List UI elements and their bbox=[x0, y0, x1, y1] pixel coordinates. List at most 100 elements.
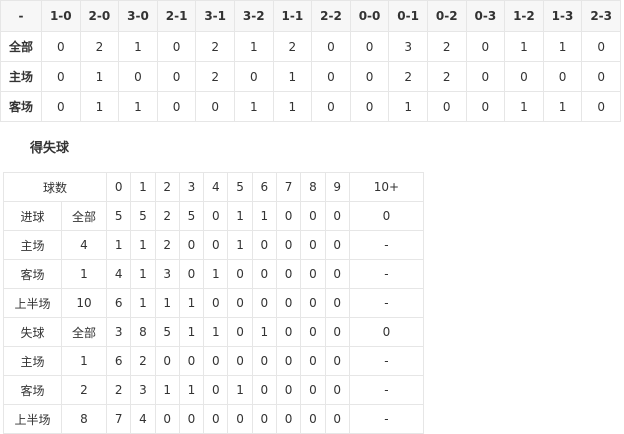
table-cell: 0 bbox=[542, 61, 583, 92]
table-row: 全部 0 2 1 0 2 1 2 0 0 3 2 0 1 1 0 bbox=[0, 31, 621, 62]
table-cell: 0 bbox=[275, 404, 302, 434]
table-cell: 1 bbox=[130, 230, 156, 260]
table-cell: 0 bbox=[504, 61, 544, 92]
table-cell: 0 bbox=[465, 31, 506, 62]
header-cell: 0-1 bbox=[388, 0, 428, 32]
table-cell: 1 bbox=[227, 201, 253, 231]
table-cell: 3 bbox=[105, 317, 132, 347]
row-label: 主场 bbox=[3, 230, 62, 260]
table-cell: 1 bbox=[233, 91, 274, 122]
table-cell: 0 bbox=[311, 31, 351, 62]
table-cell: 2 bbox=[130, 346, 156, 376]
table-cell: 0 bbox=[581, 31, 621, 62]
table-cell: 0 bbox=[465, 91, 506, 122]
table-cell: 1 bbox=[272, 91, 313, 122]
header-cell: 1-1 bbox=[272, 0, 313, 32]
header-cell: 1-0 bbox=[41, 0, 81, 32]
table-cell: 0 bbox=[156, 31, 197, 62]
header-cell: 2-0 bbox=[79, 0, 120, 32]
table-cell: 0 bbox=[178, 404, 205, 434]
table-row: 主场 4 1 1 2 0 0 1 0 0 0 0- bbox=[3, 230, 425, 260]
table-cell: 1 bbox=[504, 31, 544, 62]
table-cell: 0 bbox=[581, 91, 621, 122]
table-cell: 0 bbox=[581, 61, 621, 92]
table-cell: 2 bbox=[272, 31, 313, 62]
table-row: 主场 0 1 0 0 2 0 1 0 0 2 2 0 0 0 0 bbox=[0, 61, 621, 92]
table-cell: 1 bbox=[233, 31, 274, 62]
header-cell: 10+ bbox=[348, 172, 425, 202]
header-cell: 4 bbox=[203, 172, 229, 202]
table-cell: 0 bbox=[203, 288, 229, 318]
table-cell: 6 bbox=[105, 288, 132, 318]
row-label: 主场 bbox=[3, 346, 62, 376]
table-cell: 1 bbox=[79, 61, 120, 92]
table-row: 上半场 8 7 4 0 0 0 0 0 0 0 0- bbox=[3, 404, 425, 434]
table-cell: 2 bbox=[426, 61, 467, 92]
table-cell: 0 bbox=[251, 404, 277, 434]
table-cell: 0 bbox=[227, 404, 253, 434]
table-cell: 0 bbox=[233, 61, 274, 92]
table-cell: 0 bbox=[275, 375, 302, 405]
row-sublabel: 全部 bbox=[61, 201, 107, 231]
table-cell: 0 bbox=[154, 346, 180, 376]
goals-table: 球数 0 1 2 3 4 5 6 7 8 9 10+ 进球 全部 5 5 2 5 0 1 1 0 0 0 0 主场 4 1 1 2 0 0… bbox=[3, 172, 425, 434]
header-cell: 1 bbox=[130, 172, 156, 202]
header-cell: 8 bbox=[300, 172, 326, 202]
row-label: 全部 bbox=[0, 31, 42, 62]
table-cell: 0 bbox=[300, 288, 326, 318]
table-cell: 0 bbox=[324, 404, 350, 434]
table-cell: 1 bbox=[272, 61, 313, 92]
table-cell: 3 bbox=[130, 375, 156, 405]
table-cell: 1 bbox=[178, 288, 205, 318]
table-cell: 7 bbox=[105, 404, 132, 434]
header-cell: 球数 bbox=[3, 172, 107, 202]
score-distribution-table: -1-0 2-0 3-0 2-1 3-1 3-2 1-1 2-2 0-0 0-1 0-2 0-3 1-2… bbox=[0, 0, 621, 122]
table-cell: 1 bbox=[130, 288, 156, 318]
table-cell: 1 bbox=[79, 91, 120, 122]
row-label: 客场 bbox=[3, 259, 62, 289]
table-cell: 0 bbox=[324, 259, 350, 289]
header-cell: 9 bbox=[324, 172, 350, 202]
table-cell: 0 bbox=[426, 91, 467, 122]
row-sublabel: 1 bbox=[61, 259, 107, 289]
table-cell: 2 bbox=[154, 201, 180, 231]
table-cell: 3 bbox=[388, 31, 428, 62]
table-cell: 5 bbox=[105, 201, 132, 231]
table-cell: 0 bbox=[300, 317, 326, 347]
table-cell: 1 bbox=[227, 375, 253, 405]
table-cell: 0 bbox=[203, 346, 229, 376]
table-cell: 0 bbox=[41, 61, 81, 92]
table-cell: 1 bbox=[178, 317, 205, 347]
row-label: 客场 bbox=[0, 91, 42, 122]
table-cell: 0 bbox=[227, 346, 253, 376]
table-cell: 0 bbox=[251, 346, 277, 376]
table-cell: 0 bbox=[324, 230, 350, 260]
header-cell: 0-0 bbox=[349, 0, 390, 32]
table-cell: 0 bbox=[251, 288, 277, 318]
table-cell: 0 bbox=[154, 404, 180, 434]
table-cell: 0 bbox=[178, 230, 205, 260]
table-cell: 0 bbox=[300, 230, 326, 260]
table-cell: 0 bbox=[156, 61, 197, 92]
table-cell: 1 bbox=[504, 91, 544, 122]
table-cell: - bbox=[348, 404, 425, 434]
table-cell: 4 bbox=[130, 404, 156, 434]
table-cell: 1 bbox=[154, 288, 180, 318]
row-label: 进球 bbox=[3, 201, 62, 231]
table-cell: 0 bbox=[324, 346, 350, 376]
table-row: 客场 2 2 3 1 1 0 1 0 0 0 0- bbox=[3, 375, 425, 405]
table-row: 客场 0 1 1 0 0 1 1 0 0 1 0 0 1 1 0 bbox=[0, 91, 621, 122]
table-cell: 0 bbox=[251, 259, 277, 289]
table-cell: 0 bbox=[300, 404, 326, 434]
row-label: 主场 bbox=[0, 61, 42, 92]
section-title: 得失球 bbox=[30, 141, 70, 156]
table-cell: 0 bbox=[275, 259, 302, 289]
row-sublabel: 8 bbox=[61, 404, 107, 434]
table-cell: 0 bbox=[300, 346, 326, 376]
table-header-row: 球数 0 1 2 3 4 5 6 7 8 9 10+ bbox=[3, 172, 425, 202]
table-cell: 2 bbox=[388, 61, 428, 92]
table-row: 上半场 10 6 1 1 1 0 0 0 0 0 0- bbox=[3, 288, 425, 318]
table-cell: 5 bbox=[130, 201, 156, 231]
table-cell: 0 bbox=[349, 91, 390, 122]
table-cell: - bbox=[348, 375, 425, 405]
